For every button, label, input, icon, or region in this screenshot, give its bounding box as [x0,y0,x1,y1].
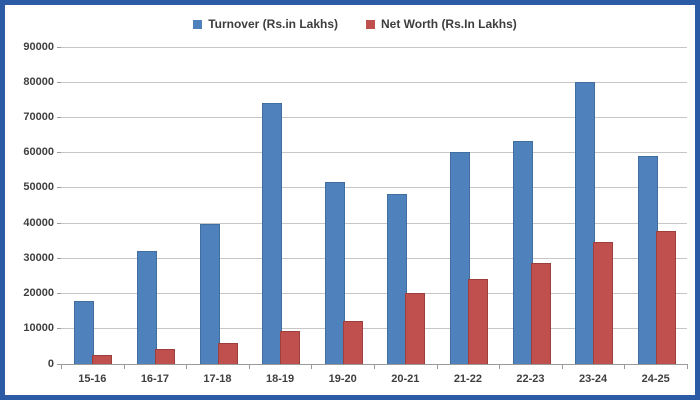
bar-turnover [387,193,408,365]
y-axis-label: 10000 [23,322,54,335]
x-axis-label: 21-22 [453,372,482,385]
y-axis-label: 70000 [23,110,54,123]
legend-item-networth: Net Worth (Rs.In Lakhs) [366,17,517,31]
y-axis-label: 40000 [23,216,54,229]
bar-networth [593,241,614,365]
y-axis-label: 20000 [23,287,54,300]
x-axis-label: 24-25 [641,372,670,385]
networth-legend-label: Net Worth (Rs.In Lakhs) [381,17,517,31]
bar-turnover [575,81,596,365]
bar-turnover [512,140,533,365]
bar-turnover [637,155,658,365]
x-axis-tick [186,363,188,369]
y-axis-tick [57,187,61,189]
bar-turnover [262,102,283,365]
y-axis-tick [57,152,61,154]
x-axis-label: 16-17 [140,372,169,385]
turnover-legend-label: Turnover (Rs.in Lakhs) [208,17,338,31]
gridline [61,46,687,48]
bar-networth [280,330,301,365]
bar-turnover [449,152,470,365]
x-axis-tick [248,363,250,369]
bar-networth [217,343,238,365]
turnover-swatch-icon [193,19,203,29]
y-axis-tick [57,222,61,224]
y-axis-tick [57,363,61,365]
x-axis-label: 15-16 [78,372,107,385]
gridline [61,81,687,83]
x-axis-tick [687,363,688,369]
gridline [61,116,687,118]
bar-networth [92,354,113,365]
x-axis-label: 20-21 [391,372,420,385]
y-axis-label: 60000 [23,146,54,159]
gridline [61,152,687,154]
bar-networth [530,263,551,365]
y-axis-tick [57,328,61,330]
x-axis-label: 17-18 [203,372,232,385]
y-axis-label: 0 [47,357,54,370]
bar-networth [405,293,426,365]
x-axis-tick [436,363,438,369]
bar-networth [655,230,676,365]
bar-turnover [324,182,345,365]
gridline [61,187,687,189]
y-axis-label: 30000 [23,251,54,264]
x-axis-tick [499,363,501,369]
y-axis-tick [57,293,61,295]
x-axis-label: 23-24 [579,372,608,385]
gridline [61,222,687,224]
gridline [61,257,687,259]
gridline [61,293,687,295]
y-axis-label: 50000 [23,181,54,194]
x-axis-label: 22-23 [516,372,545,385]
bar-networth [154,349,175,365]
x-axis-label: 18-19 [266,372,295,385]
x-axis-tick [123,363,125,369]
y-axis-tick [57,81,61,83]
y-axis-label: 90000 [23,40,54,53]
networth-swatch-icon [366,19,375,29]
bar-turnover [74,300,95,365]
gridline [61,328,687,330]
x-axis-tick [311,363,313,369]
x-axis-tick [624,363,626,369]
y-axis-label: 80000 [23,75,54,88]
x-axis-label: 19-20 [328,372,357,385]
bar-turnover [136,250,157,365]
bar-turnover [199,223,220,365]
bar-networth [467,278,488,365]
x-axis-tick [374,363,375,369]
y-axis-tick [57,257,61,259]
bar-networth [342,320,363,365]
legend-item-turnover: Turnover (Rs.in Lakhs) [193,17,338,31]
legend: Turnover (Rs.in Lakhs) Net Worth (Rs.In … [10,17,700,31]
bar-chart: Turnover (Rs.in Lakhs) Net Worth (Rs.In … [10,10,700,400]
x-axis-tick [61,363,62,369]
y-axis-tick [57,46,61,48]
y-axis-tick [57,116,61,118]
x-axis-tick [561,363,563,369]
